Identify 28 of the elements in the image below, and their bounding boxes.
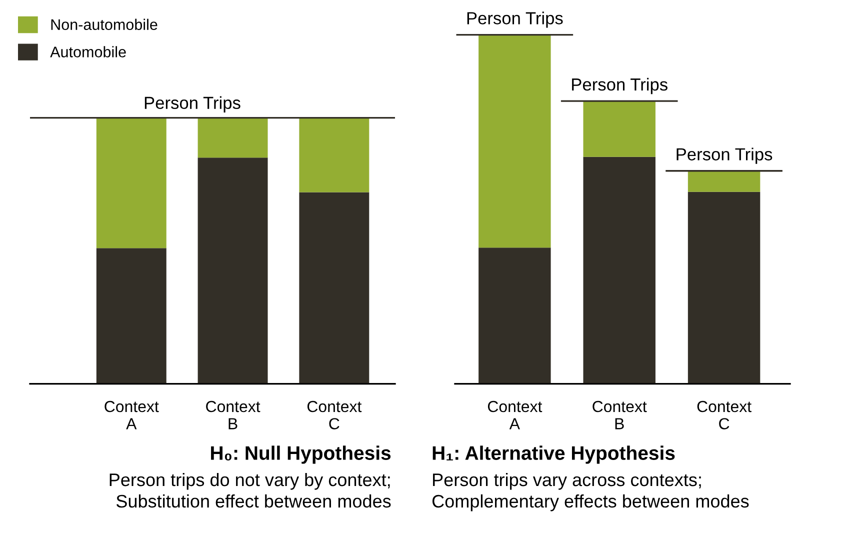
bar xyxy=(299,118,370,192)
bar xyxy=(299,192,370,384)
annotation: Person Trips xyxy=(676,148,772,164)
bar xyxy=(96,118,166,248)
bar xyxy=(478,34,551,248)
x-tick-label: Context C xyxy=(307,400,362,430)
bar xyxy=(198,158,268,384)
text: H₁: Alternative Hypothesis xyxy=(432,446,675,464)
text: Person trips do not vary by context; Substitution effect between modes xyxy=(110,472,391,508)
text: Person trips vary across contexts; Complementary effects between modes xyxy=(432,472,749,512)
annotation: Person Trips xyxy=(467,12,563,28)
bar xyxy=(688,170,760,192)
legend-label: Non-automobile xyxy=(51,18,158,30)
x-tick-label: Context A xyxy=(104,400,159,430)
ref-line-label: Person Trips xyxy=(144,96,240,112)
bar xyxy=(96,248,166,384)
text: H₀: Null Hypothesis xyxy=(211,446,391,464)
x-tick-label: Context B xyxy=(206,400,260,430)
bar xyxy=(583,156,656,384)
bar xyxy=(583,101,656,157)
bar xyxy=(688,192,760,384)
legend-label: Automobile xyxy=(50,46,126,58)
annotation: Person Trips xyxy=(572,78,668,94)
x-tick-label: Context C xyxy=(697,400,752,430)
x-tick-label: Context A xyxy=(488,400,542,430)
bar xyxy=(198,118,268,158)
x-tick-label: Context B xyxy=(592,400,647,430)
bar xyxy=(478,248,551,384)
